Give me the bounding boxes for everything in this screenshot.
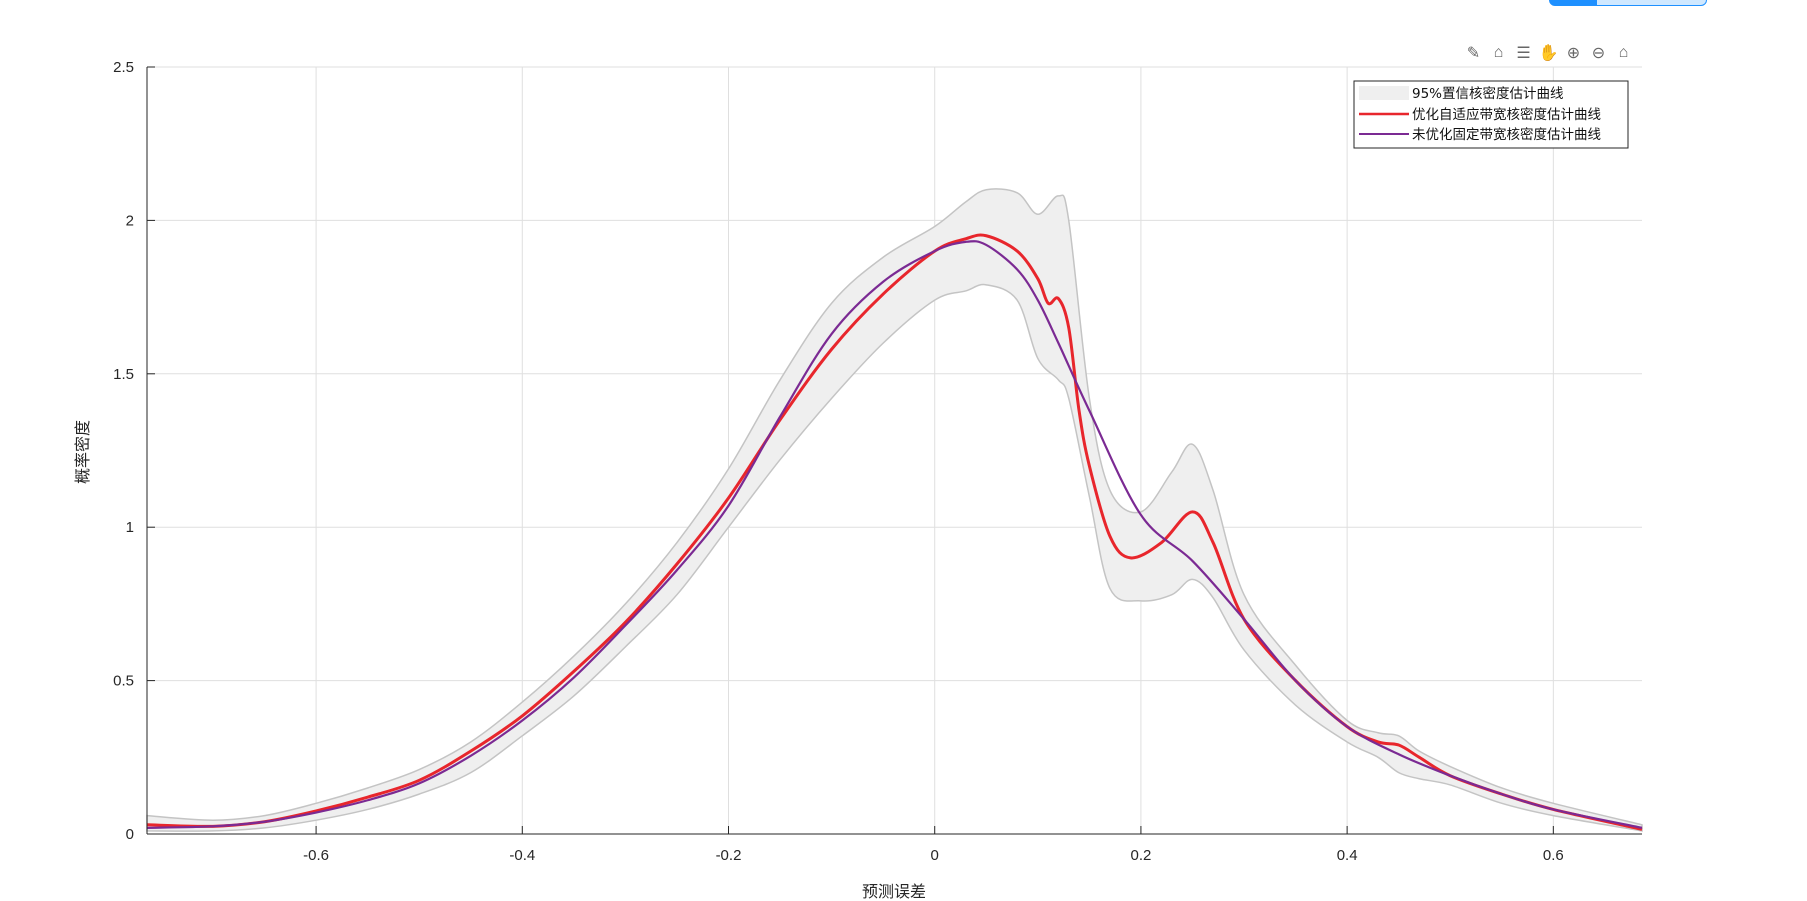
y-axis-label: 概率密度: [73, 420, 92, 484]
pan-hand-icon[interactable]: ✋: [1538, 44, 1559, 62]
y-tick-label: 2.5: [113, 59, 134, 76]
axes: [146, 66, 1642, 835]
legend[interactable]: 95%置信核密度估计曲线 优化自适应带宽核密度估计曲线 未优化固定带宽核密度估计…: [1353, 80, 1629, 149]
y-tick-label: 1: [126, 519, 134, 536]
x-tick-label: -0.2: [716, 847, 742, 864]
x-tick-label: 0.4: [1337, 847, 1358, 864]
zoom-in-icon[interactable]: ⊕: [1566, 44, 1581, 62]
y-tick-label: 0: [126, 826, 134, 843]
legend-label-fixed: 未优化固定带宽核密度估计曲线: [1412, 126, 1601, 143]
zoom-out-icon[interactable]: ⊖: [1591, 44, 1606, 62]
x-tick-label: -0.6: [303, 847, 329, 864]
home-restore-icon[interactable]: ⌂: [1618, 43, 1629, 61]
x-tick-label: 0: [931, 847, 939, 864]
y-tick-label: 2: [126, 212, 134, 229]
x-tick-label: -0.4: [509, 847, 535, 864]
axes-toolbar: ✎ ⌂ ☰ ✋ ⊕ ⊖ ⌂: [1463, 42, 1634, 63]
series-line-fixed: [146, 240, 1643, 829]
legend-label-optimized: 优化自适应带宽核密度估计曲线: [1412, 106, 1601, 123]
y-tick-label: 0.5: [113, 673, 134, 690]
grid: [147, 66, 1642, 835]
x-tick-label: 0.6: [1543, 847, 1564, 864]
x-axis-label: 预测误差: [862, 882, 926, 901]
confidence-band: [146, 188, 1643, 832]
series-lines: [146, 233, 1643, 831]
x-tick-label: 0.2: [1130, 847, 1151, 864]
data-tips-icon[interactable]: ⌂: [1493, 43, 1504, 61]
y-tick-label: 1.5: [113, 366, 134, 383]
legend-label-band: 95%置信核密度估计曲线: [1412, 85, 1564, 102]
legend-export-icon[interactable]: ☰: [1516, 44, 1531, 62]
legend-swatch-band: [1359, 86, 1409, 100]
brush-edit-icon[interactable]: ✎: [1466, 44, 1481, 62]
tick-labels: -0.6 -0.4 -0.2 0 0.2 0.4 0.6 0 0.5 1 1.5 2 2.5: [113, 59, 1564, 864]
